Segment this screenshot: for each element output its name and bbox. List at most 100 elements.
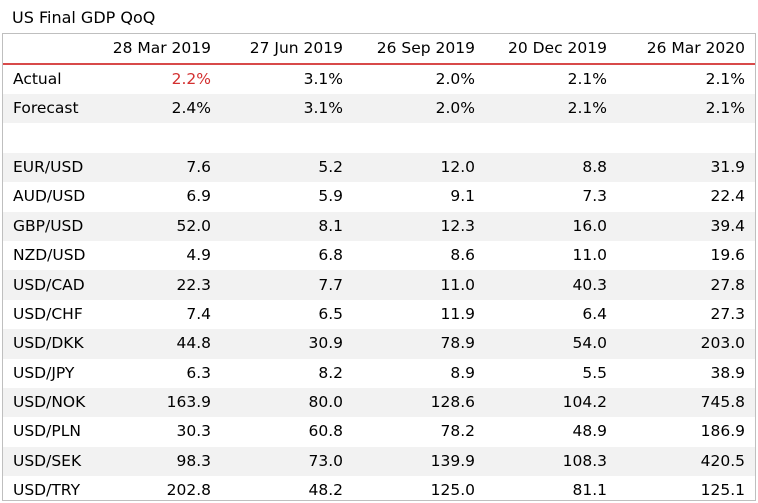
value-cell: 6.5 [318, 304, 343, 323]
value-cell: 2.1% [705, 70, 745, 88]
value-cell: 6.8 [318, 246, 343, 265]
data-table-frame: 28 Mar 2019 27 Jun 2019 26 Sep 2019 20 D… [2, 33, 756, 501]
value-cell [617, 123, 755, 152]
value-cell: 60.8 [308, 422, 343, 441]
value-cell: 8.9 [450, 363, 475, 382]
value-cell: 2.1% [617, 94, 755, 124]
row-label-cell: USD/DKK [3, 329, 95, 359]
row-label-cell: USD/PLN [13, 422, 81, 441]
value-cell: 16.0 [485, 211, 617, 241]
value-cell: 27.8 [617, 270, 755, 300]
table-title: US Final GDP QoQ [12, 8, 156, 27]
value-cell: 128.6 [353, 387, 485, 418]
row-label-cell: USD/JPY [13, 363, 75, 382]
value-cell: 2.1% [485, 94, 617, 124]
header-cell-date: 26 Mar 2020 [617, 34, 755, 65]
value-cell: 2.0% [435, 70, 475, 88]
value-cell: 11.0 [353, 270, 485, 300]
value-cell [221, 123, 353, 152]
table-row: Forecast 2.4% 3.1% 2.0% 2.1% 2.1% [3, 94, 755, 124]
value-cell: 139.9 [353, 446, 485, 477]
value-cell: 22.4 [710, 187, 745, 206]
value-cell: 73.0 [221, 446, 353, 477]
value-cell: 7.4 [186, 304, 211, 323]
value-cell [485, 123, 617, 152]
value-cell: 125.1 [700, 481, 745, 500]
value-cell: 8.1 [221, 211, 353, 241]
value-cell: 202.8 [166, 481, 211, 500]
table-row [3, 123, 755, 152]
header-cell-date: 26 Sep 2019 [353, 34, 485, 65]
value-cell: 163.9 [95, 387, 221, 418]
value-cell: 3.1% [221, 94, 353, 124]
value-cell: 7.7 [221, 270, 353, 300]
value-cell: 6.4 [582, 304, 607, 323]
value-cell: 27.3 [710, 304, 745, 323]
table-row: USD/JPY 6.3 8.2 8.9 5.5 38.9 [3, 359, 755, 388]
row-label-cell: USD/CAD [3, 270, 95, 300]
row-label-cell: GBP/USD [3, 211, 95, 241]
value-cell: 8.6 [450, 246, 475, 265]
value-cell: 2.1% [567, 70, 607, 88]
value-cell: 52.0 [95, 211, 221, 241]
value-cell: 48.9 [572, 422, 607, 441]
value-cell: 11.9 [440, 304, 475, 323]
header-cell-corner [3, 34, 95, 65]
table-body: Actual 2.2% 3.1% 2.0% 2.1% 2.1% Forecast 2.4% 3.… [3, 64, 755, 500]
value-cell: 40.3 [485, 270, 617, 300]
value-cell: 2.0% [353, 94, 485, 124]
value-cell: 5.9 [318, 187, 343, 206]
value-cell: 78.2 [440, 422, 475, 441]
value-cell: 81.1 [572, 481, 607, 500]
value-cell: 5.2 [221, 152, 353, 183]
value-cell: 186.9 [700, 422, 745, 441]
value-cell: 12.3 [353, 211, 485, 241]
row-label-cell: USD/CHF [13, 304, 83, 323]
header-cell-date: 20 Dec 2019 [485, 34, 617, 65]
value-cell: 44.8 [95, 329, 221, 359]
table-row: USD/CAD 22.3 7.7 11.0 40.3 27.8 [3, 270, 755, 300]
table-row: USD/NOK 163.9 80.0 128.6 104.2 745.8 [3, 387, 755, 418]
value-cell: 38.9 [710, 363, 745, 382]
value-cell: 104.2 [485, 387, 617, 418]
value-cell: 420.5 [617, 446, 755, 477]
value-cell: 8.8 [485, 152, 617, 183]
value-cell: 19.6 [710, 246, 745, 265]
value-cell [353, 123, 485, 152]
table-row: GBP/USD 52.0 8.1 12.3 16.0 39.4 [3, 211, 755, 241]
table-row: USD/TRY 202.8 48.2 125.0 81.1 125.1 [3, 476, 755, 500]
value-cell: 8.2 [318, 363, 343, 382]
row-label-cell: USD/TRY [13, 481, 81, 500]
row-label-cell [3, 123, 95, 152]
value-cell: 12.0 [353, 152, 485, 183]
table-row: NZD/USD 4.9 6.8 8.6 11.0 19.6 [3, 241, 755, 270]
value-cell: 108.3 [485, 446, 617, 477]
value-cell: 125.0 [430, 481, 475, 500]
value-cell: 2.4% [95, 94, 221, 124]
value-cell: 203.0 [617, 329, 755, 359]
value-cell: 9.1 [450, 187, 475, 206]
value-cell: 54.0 [485, 329, 617, 359]
value-cell: 39.4 [617, 211, 755, 241]
table-row: USD/PLN 30.3 60.8 78.2 48.9 186.9 [3, 417, 755, 446]
row-label-cell: AUD/USD [13, 187, 86, 206]
table-row: EUR/USD 7.6 5.2 12.0 8.8 31.9 [3, 152, 755, 183]
row-label-cell: USD/NOK [3, 387, 95, 418]
value-cell: 11.0 [572, 246, 607, 265]
value-cell: 80.0 [221, 387, 353, 418]
header-row: 28 Mar 2019 27 Jun 2019 26 Sep 2019 20 D… [3, 34, 755, 65]
data-table: 28 Mar 2019 27 Jun 2019 26 Sep 2019 20 D… [3, 34, 755, 500]
row-label-cell: USD/SEK [3, 446, 95, 477]
value-cell: 4.9 [186, 246, 211, 265]
row-label-cell: Actual [13, 70, 62, 88]
table-row: Actual 2.2% 3.1% 2.0% 2.1% 2.1% [3, 64, 755, 94]
value-cell: 31.9 [617, 152, 755, 183]
value-cell: 3.1% [303, 70, 343, 88]
header-cell-date: 27 Jun 2019 [221, 34, 353, 65]
value-cell: 30.3 [176, 422, 211, 441]
row-label-cell: NZD/USD [13, 246, 86, 265]
value-cell: 5.5 [582, 363, 607, 382]
table-row: USD/CHF 7.4 6.5 11.9 6.4 27.3 [3, 300, 755, 329]
header-cell-date: 28 Mar 2019 [95, 34, 221, 65]
value-cell: 6.3 [186, 363, 211, 382]
